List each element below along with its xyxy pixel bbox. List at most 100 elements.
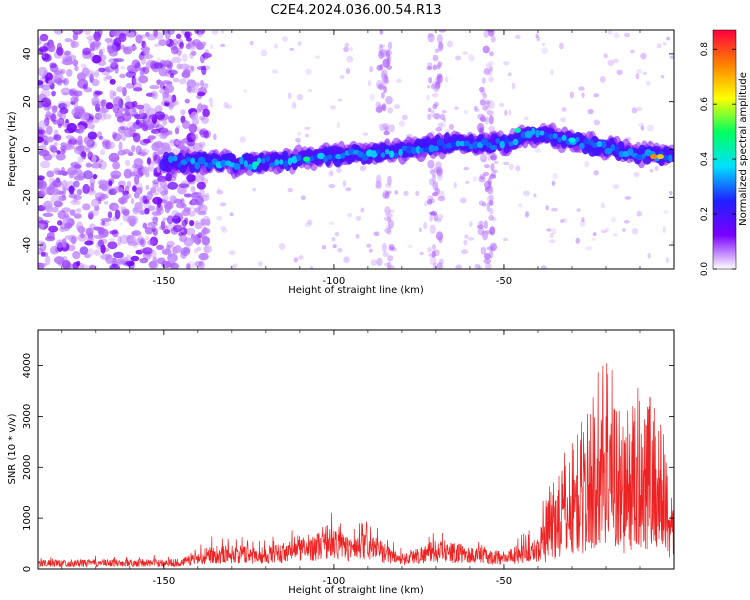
heatmap-cell	[438, 213, 444, 221]
heatmap-cell	[127, 45, 138, 51]
heatmap-cell	[310, 265, 314, 269]
heatmap-cell	[195, 43, 205, 51]
heatmap-cell	[114, 209, 121, 220]
heatmap-cell	[176, 47, 182, 57]
heatmap-cell	[151, 91, 159, 100]
heatmap-cell	[73, 96, 79, 103]
heatmap-cell	[662, 154, 669, 161]
heatmap-cell	[243, 160, 248, 168]
heatmap-cell	[381, 78, 390, 85]
heatmap-cell	[46, 170, 55, 178]
heatmap-cell	[463, 239, 468, 246]
heatmap-cell	[278, 243, 286, 250]
heatmap-cell	[162, 199, 169, 204]
heatmap-cell	[366, 243, 372, 248]
heatmap-cell	[523, 116, 529, 121]
heatmap-cell	[349, 46, 353, 52]
heatmap-cell	[61, 148, 66, 155]
heatmap-cell	[219, 202, 227, 207]
heatmap-cell	[78, 144, 85, 149]
heatmap-cell	[105, 102, 114, 110]
heatmap-cell	[64, 100, 71, 108]
heatmap-cell	[481, 105, 488, 111]
heatmap-cell	[191, 263, 199, 268]
heatmap-cell	[107, 211, 113, 219]
heatmap-cell	[175, 33, 182, 39]
heatmap-cell	[380, 70, 385, 80]
heatmap-cell	[38, 46, 49, 53]
heatmap-cell	[174, 127, 180, 135]
heatmap-cell	[131, 230, 142, 237]
heatmap-cell	[432, 173, 436, 178]
heatmap-cell	[83, 170, 93, 180]
heatmap-cell	[209, 102, 214, 108]
heatmap-cell	[557, 136, 563, 143]
heatmap-cell	[38, 66, 48, 77]
heatmap-cell	[146, 190, 153, 201]
heatmap-cell	[437, 122, 444, 129]
heatmap-cell	[360, 207, 365, 213]
heatmap-cell	[38, 120, 47, 130]
heatmap-cell	[76, 188, 83, 196]
heatmap-cell	[41, 84, 52, 91]
heatmap-cell	[91, 100, 103, 108]
heatmap-cell	[375, 79, 383, 90]
heatmap-cell	[486, 202, 491, 212]
heatmap-cell	[84, 240, 94, 246]
heatmap-cell	[483, 30, 489, 38]
heatmap-cell	[103, 76, 107, 82]
heatmap-cell	[201, 236, 211, 246]
heatmap-cell	[168, 194, 175, 201]
heatmap-cell	[293, 257, 299, 263]
heatmap-cell	[481, 230, 489, 241]
heatmap-cell	[423, 201, 428, 207]
heatmap-cell	[662, 41, 667, 46]
heatmap-cell	[198, 204, 208, 214]
heatmap-cell	[161, 80, 173, 85]
heatmap-cell	[127, 241, 138, 246]
heatmap-cell	[197, 103, 204, 112]
snr-axes: -150 -100 -50 0 1000 2000 3000 4000	[22, 330, 675, 587]
heatmap-cell	[198, 260, 205, 269]
heatmap-cell	[77, 135, 83, 146]
heatmap-cell	[593, 170, 599, 176]
heatmap-cell	[55, 78, 60, 85]
heatmap-cell	[482, 202, 487, 207]
y-tick-label: 2000	[22, 455, 33, 480]
heatmap-cell	[613, 233, 618, 237]
heatmap-cell	[151, 62, 161, 73]
heatmap-cell	[164, 84, 175, 94]
heatmap-cell	[386, 213, 394, 218]
heatmap-cell	[486, 246, 494, 251]
heatmap-cell	[448, 123, 455, 131]
heatmap-cell	[126, 260, 135, 267]
heatmap-cell	[370, 259, 377, 266]
heatmap-cell	[344, 42, 350, 48]
heatmap-cell	[192, 198, 197, 207]
heatmap-cell	[382, 251, 389, 258]
heatmap-cell	[146, 157, 152, 165]
heatmap-cell	[164, 37, 170, 45]
heatmap-cell	[155, 131, 160, 137]
heatmap-cell	[89, 223, 96, 229]
heatmap-cell	[485, 62, 491, 69]
heatmap-cell	[488, 115, 494, 125]
heatmap-cell	[109, 230, 118, 235]
heatmap-cell	[167, 181, 179, 190]
heatmap-cell	[612, 184, 620, 189]
heatmap-cell	[72, 59, 79, 67]
heatmap-cell	[189, 42, 195, 53]
heatmap-cell	[282, 36, 289, 42]
heatmap-cell	[613, 58, 619, 64]
heatmap-cell	[439, 113, 446, 121]
heatmap-cell	[484, 252, 491, 260]
heatmap-cell	[53, 200, 64, 208]
heatmap-cell	[337, 98, 343, 102]
heatmap-cell	[59, 145, 67, 151]
heatmap-cell	[179, 63, 190, 70]
heatmap-cell	[323, 155, 328, 163]
heatmap-cell	[460, 197, 467, 204]
heatmap-cell	[155, 207, 165, 215]
heatmap-cell	[599, 75, 606, 83]
heatmap-cell	[508, 141, 514, 147]
